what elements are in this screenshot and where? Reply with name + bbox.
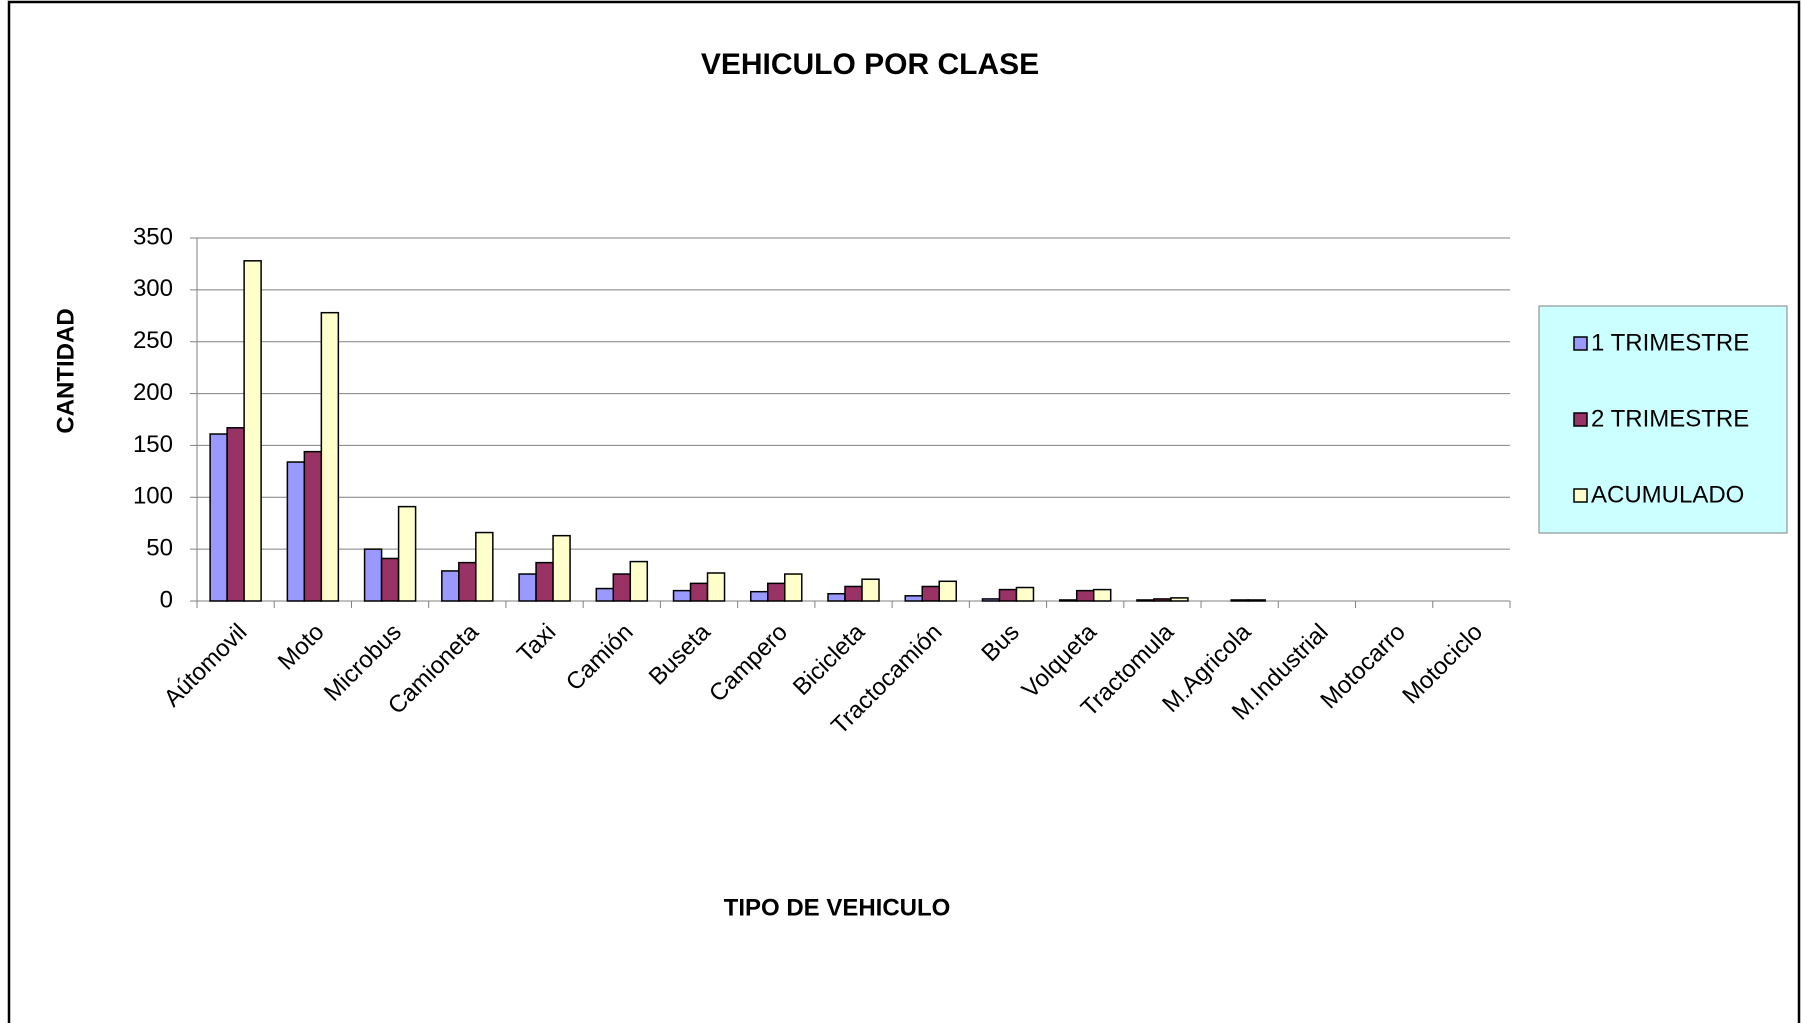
bar	[1230, 599, 1249, 602]
bar	[595, 587, 615, 602]
y-tick-label: 100	[133, 483, 173, 510]
bar	[243, 260, 262, 602]
x-axis-title: TIPO DE VEHICULO	[724, 894, 951, 921]
y-tick-label: 150	[133, 431, 173, 458]
bar	[1170, 597, 1189, 602]
bar	[458, 561, 477, 602]
bar	[209, 433, 228, 602]
y-tick-label: 250	[133, 327, 173, 354]
bar	[397, 505, 417, 602]
bar	[303, 450, 323, 602]
bar	[475, 531, 494, 602]
bar	[441, 570, 460, 602]
bar	[286, 461, 306, 602]
bar	[827, 592, 846, 602]
bar	[904, 595, 923, 602]
bar	[998, 588, 1018, 602]
legend-swatch	[1573, 488, 1588, 503]
bar	[1136, 599, 1155, 602]
bar	[767, 582, 786, 602]
bar	[226, 427, 245, 602]
chart-frame	[7, 0, 1801, 1023]
y-tick-label: 350	[133, 223, 173, 250]
bar	[320, 311, 340, 602]
bar	[861, 578, 880, 602]
bar	[1092, 588, 1112, 602]
chart-title: VEHICULO POR CLASE	[701, 48, 1039, 81]
bar	[921, 585, 940, 602]
bar	[1058, 599, 1078, 602]
legend-swatch	[1573, 336, 1588, 351]
bar	[938, 580, 957, 602]
bar	[629, 560, 649, 602]
y-tick-label: 200	[133, 379, 173, 406]
bar	[1153, 598, 1172, 602]
bar	[1075, 589, 1095, 602]
bar	[518, 573, 537, 602]
bar	[1015, 586, 1035, 602]
y-tick-label: 0	[160, 586, 173, 613]
bar	[706, 572, 726, 602]
legend-swatch	[1573, 412, 1588, 427]
bar	[672, 589, 692, 602]
bar	[844, 585, 863, 602]
y-tick-label: 50	[146, 534, 173, 561]
y-axis-title: CANTIDAD	[52, 308, 79, 433]
bar	[535, 561, 554, 602]
bar	[380, 557, 400, 602]
bar	[363, 548, 383, 602]
y-tick-label: 300	[133, 275, 173, 302]
bar	[552, 534, 571, 602]
bar	[689, 582, 709, 602]
bar	[1247, 599, 1266, 602]
legend-label: ACUMULADO	[1591, 481, 1744, 508]
bar	[981, 598, 1001, 602]
legend-label: 2 TRIMESTRE	[1591, 405, 1749, 432]
bar	[612, 573, 632, 602]
bar	[750, 590, 769, 602]
legend-label: 1 TRIMESTRE	[1591, 329, 1749, 356]
bar	[784, 573, 803, 602]
